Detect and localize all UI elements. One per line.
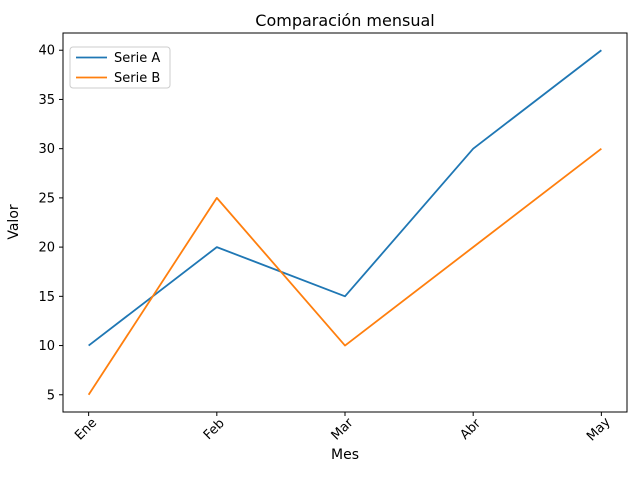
- x-tick-label: Abr: [457, 416, 484, 443]
- series-line-serie-b: [87, 147, 602, 396]
- y-tick-label: 40: [38, 44, 55, 59]
- x-tick-label: Ene: [72, 416, 100, 444]
- y-tick-label: 20: [38, 241, 55, 256]
- x-axis-label: Mes: [331, 447, 359, 463]
- legend-label-serie-b: Serie B: [114, 71, 160, 86]
- plot-border: [62, 32, 628, 413]
- x-tick-label: Feb: [201, 416, 228, 443]
- y-tick-label: 10: [38, 339, 55, 354]
- series-line-serie-a: [88, 49, 602, 347]
- y-tick-label: 25: [38, 191, 55, 206]
- legend-label-serie-a: Serie A: [114, 51, 160, 66]
- x-tick-label: May: [584, 415, 614, 445]
- chart-title: Comparación mensual: [255, 11, 435, 30]
- y-tick-label: 35: [38, 93, 55, 108]
- y-tick-label: 15: [38, 290, 55, 305]
- y-axis-label: Valor: [6, 204, 22, 240]
- y-tick-label: 5: [47, 388, 55, 403]
- y-tick-label: 30: [38, 142, 55, 157]
- x-tick-label: Mar: [329, 415, 357, 443]
